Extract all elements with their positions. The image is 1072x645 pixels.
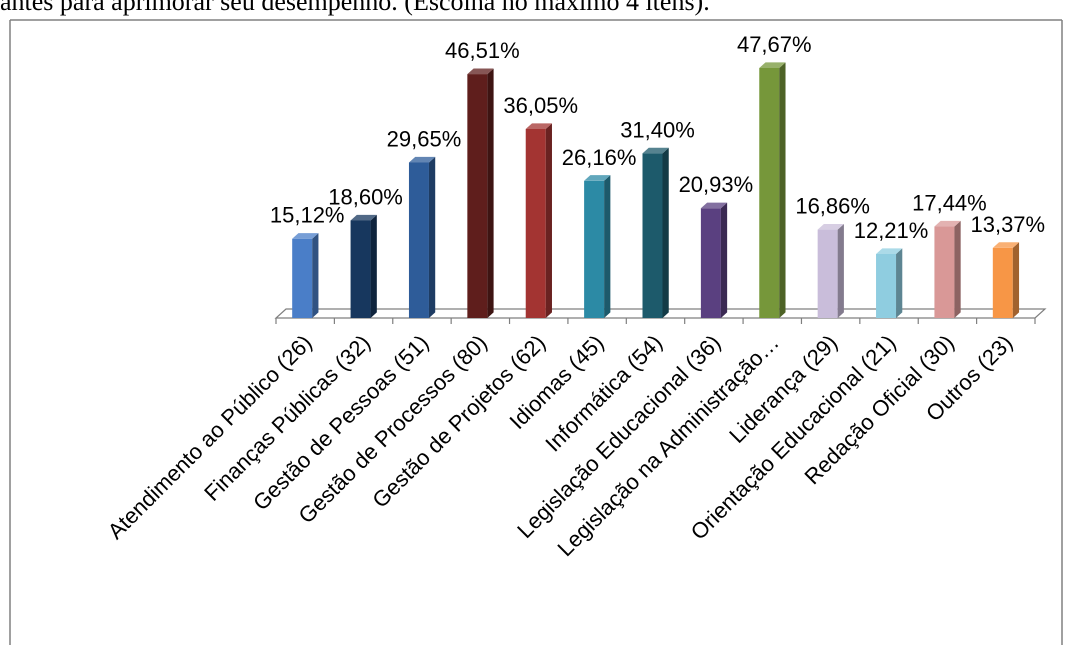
bar-front [350, 220, 371, 318]
bar-top [934, 220, 961, 227]
data-label: 16,86% [795, 194, 870, 219]
bar [467, 68, 494, 318]
bar-side [779, 62, 786, 318]
bar-top [584, 175, 611, 181]
bar [408, 156, 436, 318]
bar-front [817, 229, 838, 318]
bar-front [584, 180, 605, 318]
bar [934, 220, 961, 318]
data-label: 17,44% [912, 191, 987, 216]
bar-top [876, 248, 903, 254]
bar-top [525, 123, 552, 129]
bar [817, 223, 844, 318]
bar-side [720, 202, 728, 318]
data-label: 31,40% [620, 117, 695, 142]
bar-front [292, 238, 313, 318]
bar-side [662, 147, 669, 318]
bar-top [350, 214, 377, 221]
data-label: 29,65% [387, 127, 462, 152]
bar-top [642, 147, 669, 154]
bar-side [1012, 242, 1020, 318]
data-label: 15,12% [270, 203, 345, 228]
bar [292, 233, 319, 318]
bar-top [817, 223, 844, 230]
bar-top [408, 156, 436, 163]
bar-side [837, 223, 844, 318]
data-label: 18,60% [328, 184, 403, 209]
bar-front [759, 68, 780, 318]
bar [992, 242, 1020, 318]
bar [876, 248, 903, 318]
data-label: 46,51% [445, 38, 520, 63]
bar [350, 214, 377, 318]
data-labels: 15,12%18,60% 29,65% 46,51% 36,05% 26,16% 31,4… [270, 32, 1045, 243]
bar [525, 123, 552, 319]
bar-side [604, 175, 611, 318]
bar-front [934, 226, 955, 318]
bar-side [545, 123, 552, 319]
bar [584, 175, 611, 318]
bar-side [954, 220, 961, 318]
bar [700, 202, 728, 318]
bar-front [700, 208, 721, 318]
bar-front [876, 253, 897, 318]
bar-top [992, 242, 1020, 248]
data-label: 13,37% [970, 212, 1045, 237]
data-label: 20,93% [679, 172, 754, 197]
data-label: 47,67% [737, 32, 812, 57]
chart-frame [9, 19, 1063, 645]
header-text: antes para aprimorar seu desempenho. (Es… [0, 0, 710, 16]
data-label: 36,05% [503, 93, 578, 118]
data-label: 26,16% [562, 145, 637, 170]
bar-side [312, 233, 319, 318]
category-labels: Atendimento ao Público (26)Finanças Públ… [103, 330, 1018, 561]
bar-front [408, 162, 429, 318]
bar-front [467, 74, 488, 318]
bar-side [428, 156, 436, 318]
bar-front [525, 128, 546, 318]
bar-top [700, 202, 728, 209]
bar-side [896, 248, 903, 318]
bar-top [292, 233, 319, 239]
data-label: 12,21% [854, 218, 929, 243]
bar-top [467, 68, 494, 75]
chart-bars [292, 62, 1020, 319]
bar-side [370, 214, 377, 318]
bar-front [642, 153, 663, 318]
bar [642, 147, 669, 318]
bar [759, 62, 786, 318]
bar-top [759, 62, 786, 68]
bar-front [992, 247, 1013, 318]
bar-side [487, 68, 494, 318]
